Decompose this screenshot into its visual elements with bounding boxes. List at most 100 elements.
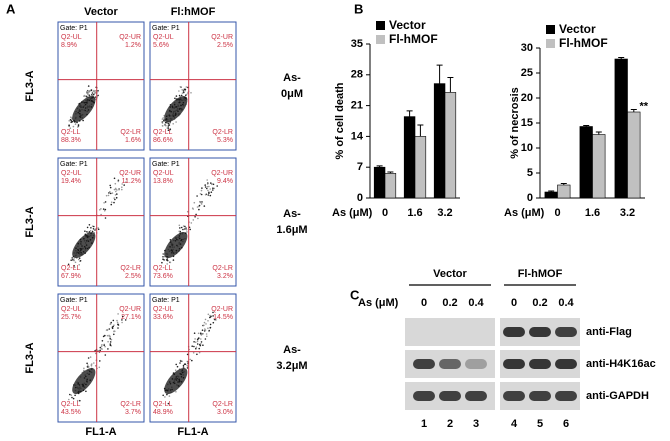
event-dot [212,183,215,186]
event-dot [71,120,74,123]
quadrant-name: Q2-LL [61,265,81,272]
y-axis-label: % of cell death [334,82,346,159]
band [413,359,435,369]
band [529,391,551,401]
event-dot [203,321,206,324]
dose-label: As (μM) [358,297,399,309]
event-dot [202,344,204,347]
blot-label: anti-GAPDH [586,390,649,402]
quadrant-value: 48.9% [153,409,173,416]
event-dot [174,97,176,100]
event-dot [209,323,212,326]
event-dot [89,356,92,358]
event-dot [189,358,191,361]
event-dot [108,328,111,330]
event-dot [203,324,205,327]
x-tick-label: 3.2 [620,207,635,219]
gate-label: Gate: P1 [152,161,180,168]
event-dot [88,94,91,97]
event-dot [201,329,204,332]
event-dot [111,192,114,194]
event-dot [161,122,164,124]
event-dot [193,341,195,343]
quadrant-name: Q2-LR [120,401,141,408]
x-axis-label: As (μM) [332,207,373,219]
event-dot [70,259,72,262]
event-dot [168,395,171,397]
event-dot [208,191,210,194]
event-dot [73,265,75,267]
event-dot [216,185,218,187]
event-dot [101,344,103,346]
event-dot [105,194,108,197]
event-dot [198,347,200,350]
event-dot [121,188,123,191]
error-bar [595,131,602,135]
event-dot [193,201,196,204]
event-dot [196,195,198,197]
bar [384,173,397,199]
event-dot [162,394,164,397]
event-dot [163,119,165,121]
event-dot [207,320,209,322]
lane-number: 3 [473,418,479,430]
quadrant-value: 5.6% [153,42,169,49]
quadrant-value: 19.4% [61,178,81,185]
plot-frame [149,21,237,151]
quadrant-value: 27.1% [121,314,141,321]
event-dot [205,323,207,325]
row-label: As- [283,208,301,220]
y-tick-label: 0 [527,192,533,204]
quadrant-name: Q2-UR [211,306,233,313]
event-dot [69,393,71,396]
event-dot [117,327,119,329]
cluster [72,231,96,259]
panel-label: B [354,1,363,16]
event-dot [110,338,113,341]
event-dot [212,189,214,191]
event-dot [195,346,198,349]
event-dot [205,333,208,335]
event-dot [201,187,203,189]
x-tick-label: 1.6 [407,207,422,219]
band [465,391,487,401]
event-dot [199,344,202,347]
event-dot [103,210,106,212]
event-dot [178,230,180,233]
x-tick-label: 1.6 [585,207,600,219]
event-dot [167,122,170,125]
event-dot [196,343,199,345]
plot-frame [57,293,145,423]
event-dot [184,225,186,228]
quadrant-name: Q2-UR [211,170,233,177]
event-dot [211,183,213,185]
event-dot [116,321,119,324]
event-dot [194,338,196,340]
event-dot [191,345,193,348]
error-bar [387,171,394,174]
event-dot [68,125,70,127]
event-dot [206,187,208,190]
lane-number: 2 [447,418,453,430]
blot-background [405,318,495,346]
event-dot [104,201,107,203]
event-dot [79,399,81,402]
event-dot [207,327,209,330]
cluster [72,367,96,395]
event-dot [86,362,88,365]
quadrant-value: 1.6% [125,137,141,144]
quadrant-name: Q2-UR [119,170,141,177]
event-dot [107,340,109,343]
event-dot [70,121,72,124]
group-label: Vector [433,268,467,280]
event-dot [91,94,93,96]
quadrant-name: Q2-UL [153,34,174,41]
event-dot [101,340,104,342]
event-dot [100,345,103,348]
event-dot [180,226,183,229]
quadrant-name: Q2-LR [212,129,233,136]
event-dot [91,225,94,227]
band [413,391,435,401]
event-dot [166,393,168,396]
event-dot [192,352,195,354]
